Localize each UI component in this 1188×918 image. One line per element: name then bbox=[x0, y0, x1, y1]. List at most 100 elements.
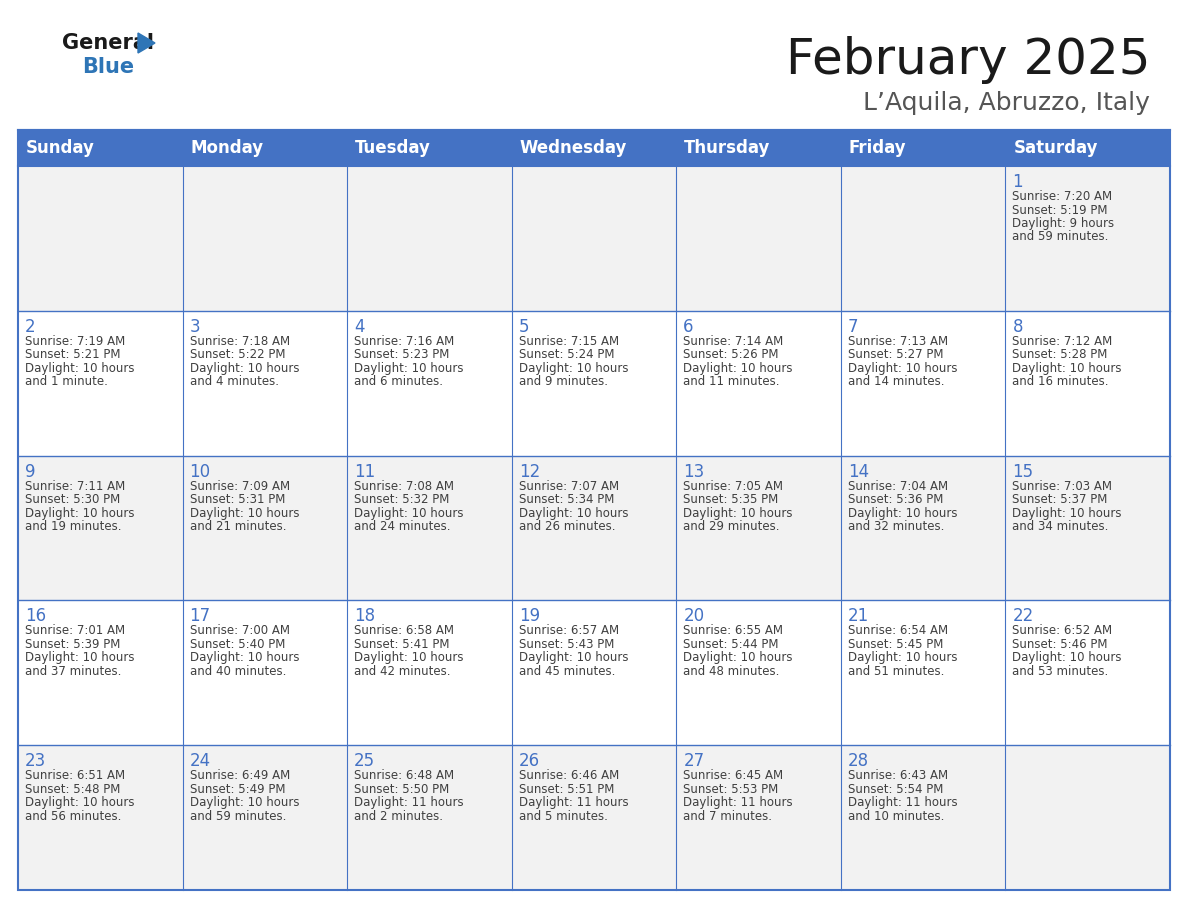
Text: Sunset: 5:22 PM: Sunset: 5:22 PM bbox=[190, 348, 285, 362]
Text: and 37 minutes.: and 37 minutes. bbox=[25, 665, 121, 677]
Text: 4: 4 bbox=[354, 318, 365, 336]
Text: Sunset: 5:19 PM: Sunset: 5:19 PM bbox=[1012, 204, 1108, 217]
Text: Sunrise: 7:20 AM: Sunrise: 7:20 AM bbox=[1012, 190, 1112, 203]
Text: 6: 6 bbox=[683, 318, 694, 336]
Text: Tuesday: Tuesday bbox=[355, 139, 431, 157]
Text: Sunrise: 6:46 AM: Sunrise: 6:46 AM bbox=[519, 769, 619, 782]
Text: Sunrise: 7:18 AM: Sunrise: 7:18 AM bbox=[190, 335, 290, 348]
Text: and 29 minutes.: and 29 minutes. bbox=[683, 521, 779, 533]
Text: Sunrise: 7:14 AM: Sunrise: 7:14 AM bbox=[683, 335, 784, 348]
Text: 5: 5 bbox=[519, 318, 529, 336]
Text: Sunrise: 6:49 AM: Sunrise: 6:49 AM bbox=[190, 769, 290, 782]
Text: Sunrise: 6:55 AM: Sunrise: 6:55 AM bbox=[683, 624, 783, 637]
Text: 11: 11 bbox=[354, 463, 375, 481]
Text: and 59 minutes.: and 59 minutes. bbox=[190, 810, 286, 823]
Text: Daylight: 10 hours: Daylight: 10 hours bbox=[1012, 362, 1121, 375]
Text: Daylight: 10 hours: Daylight: 10 hours bbox=[683, 362, 792, 375]
Text: Daylight: 10 hours: Daylight: 10 hours bbox=[25, 796, 134, 809]
Text: Sunrise: 7:16 AM: Sunrise: 7:16 AM bbox=[354, 335, 454, 348]
Bar bbox=[18, 455, 1170, 600]
Text: Sunday: Sunday bbox=[26, 139, 95, 157]
Text: 14: 14 bbox=[848, 463, 868, 481]
Text: Friday: Friday bbox=[849, 139, 906, 157]
Text: Saturday: Saturday bbox=[1013, 139, 1098, 157]
Text: February 2025: February 2025 bbox=[785, 36, 1150, 84]
Text: Daylight: 10 hours: Daylight: 10 hours bbox=[1012, 507, 1121, 520]
Text: and 56 minutes.: and 56 minutes. bbox=[25, 810, 121, 823]
Text: 3: 3 bbox=[190, 318, 201, 336]
Text: Sunrise: 7:19 AM: Sunrise: 7:19 AM bbox=[25, 335, 125, 348]
Text: Daylight: 10 hours: Daylight: 10 hours bbox=[683, 652, 792, 665]
Text: Daylight: 10 hours: Daylight: 10 hours bbox=[519, 652, 628, 665]
Text: L’Aquila, Abruzzo, Italy: L’Aquila, Abruzzo, Italy bbox=[864, 91, 1150, 115]
Text: and 5 minutes.: and 5 minutes. bbox=[519, 810, 607, 823]
Text: and 26 minutes.: and 26 minutes. bbox=[519, 521, 615, 533]
Text: 17: 17 bbox=[190, 608, 210, 625]
Text: 20: 20 bbox=[683, 608, 704, 625]
Text: Sunset: 5:50 PM: Sunset: 5:50 PM bbox=[354, 783, 449, 796]
Text: Thursday: Thursday bbox=[684, 139, 771, 157]
Text: 21: 21 bbox=[848, 608, 870, 625]
Text: and 24 minutes.: and 24 minutes. bbox=[354, 521, 450, 533]
Text: 1: 1 bbox=[1012, 173, 1023, 191]
Text: Sunrise: 7:13 AM: Sunrise: 7:13 AM bbox=[848, 335, 948, 348]
Text: Daylight: 10 hours: Daylight: 10 hours bbox=[519, 507, 628, 520]
Text: Daylight: 10 hours: Daylight: 10 hours bbox=[354, 507, 463, 520]
Text: Daylight: 10 hours: Daylight: 10 hours bbox=[848, 652, 958, 665]
Text: and 14 minutes.: and 14 minutes. bbox=[848, 375, 944, 388]
Text: Sunset: 5:41 PM: Sunset: 5:41 PM bbox=[354, 638, 449, 651]
Text: and 11 minutes.: and 11 minutes. bbox=[683, 375, 779, 388]
Text: Sunset: 5:46 PM: Sunset: 5:46 PM bbox=[1012, 638, 1108, 651]
Text: 9: 9 bbox=[25, 463, 36, 481]
Text: Daylight: 10 hours: Daylight: 10 hours bbox=[190, 796, 299, 809]
Text: Daylight: 10 hours: Daylight: 10 hours bbox=[190, 507, 299, 520]
Text: Sunset: 5:48 PM: Sunset: 5:48 PM bbox=[25, 783, 120, 796]
Text: Sunset: 5:26 PM: Sunset: 5:26 PM bbox=[683, 348, 779, 362]
Text: and 16 minutes.: and 16 minutes. bbox=[1012, 375, 1108, 388]
Text: Sunrise: 6:58 AM: Sunrise: 6:58 AM bbox=[354, 624, 454, 637]
Text: and 59 minutes.: and 59 minutes. bbox=[1012, 230, 1108, 243]
Text: Sunset: 5:35 PM: Sunset: 5:35 PM bbox=[683, 493, 778, 506]
Bar bbox=[18, 130, 1170, 166]
Text: Sunset: 5:37 PM: Sunset: 5:37 PM bbox=[1012, 493, 1107, 506]
Text: Sunset: 5:53 PM: Sunset: 5:53 PM bbox=[683, 783, 778, 796]
Text: 15: 15 bbox=[1012, 463, 1034, 481]
Text: Sunset: 5:21 PM: Sunset: 5:21 PM bbox=[25, 348, 120, 362]
Text: Daylight: 9 hours: Daylight: 9 hours bbox=[1012, 217, 1114, 230]
Text: Sunrise: 6:45 AM: Sunrise: 6:45 AM bbox=[683, 769, 783, 782]
Text: Sunrise: 7:04 AM: Sunrise: 7:04 AM bbox=[848, 479, 948, 493]
Text: Sunrise: 7:03 AM: Sunrise: 7:03 AM bbox=[1012, 479, 1112, 493]
Text: 25: 25 bbox=[354, 752, 375, 770]
Text: Sunrise: 6:57 AM: Sunrise: 6:57 AM bbox=[519, 624, 619, 637]
Text: 23: 23 bbox=[25, 752, 46, 770]
Bar bbox=[18, 311, 1170, 455]
Text: and 53 minutes.: and 53 minutes. bbox=[1012, 665, 1108, 677]
Text: Sunset: 5:31 PM: Sunset: 5:31 PM bbox=[190, 493, 285, 506]
Text: and 1 minute.: and 1 minute. bbox=[25, 375, 108, 388]
Text: Sunset: 5:40 PM: Sunset: 5:40 PM bbox=[190, 638, 285, 651]
Text: 22: 22 bbox=[1012, 608, 1034, 625]
Text: Sunrise: 7:00 AM: Sunrise: 7:00 AM bbox=[190, 624, 290, 637]
Text: Daylight: 10 hours: Daylight: 10 hours bbox=[848, 507, 958, 520]
Text: 24: 24 bbox=[190, 752, 210, 770]
Text: 28: 28 bbox=[848, 752, 868, 770]
Text: 18: 18 bbox=[354, 608, 375, 625]
Text: and 40 minutes.: and 40 minutes. bbox=[190, 665, 286, 677]
Text: and 42 minutes.: and 42 minutes. bbox=[354, 665, 450, 677]
Text: Sunset: 5:30 PM: Sunset: 5:30 PM bbox=[25, 493, 120, 506]
Text: and 6 minutes.: and 6 minutes. bbox=[354, 375, 443, 388]
Text: Sunset: 5:27 PM: Sunset: 5:27 PM bbox=[848, 348, 943, 362]
Text: Daylight: 10 hours: Daylight: 10 hours bbox=[354, 652, 463, 665]
Text: Daylight: 11 hours: Daylight: 11 hours bbox=[848, 796, 958, 809]
Text: Daylight: 10 hours: Daylight: 10 hours bbox=[190, 652, 299, 665]
Bar bbox=[18, 166, 1170, 311]
Text: Sunset: 5:49 PM: Sunset: 5:49 PM bbox=[190, 783, 285, 796]
Text: Sunrise: 7:11 AM: Sunrise: 7:11 AM bbox=[25, 479, 125, 493]
Text: and 9 minutes.: and 9 minutes. bbox=[519, 375, 608, 388]
Polygon shape bbox=[138, 33, 154, 53]
Text: and 34 minutes.: and 34 minutes. bbox=[1012, 521, 1108, 533]
Text: Daylight: 11 hours: Daylight: 11 hours bbox=[354, 796, 463, 809]
Text: Sunset: 5:23 PM: Sunset: 5:23 PM bbox=[354, 348, 449, 362]
Text: and 32 minutes.: and 32 minutes. bbox=[848, 521, 944, 533]
Text: and 2 minutes.: and 2 minutes. bbox=[354, 810, 443, 823]
